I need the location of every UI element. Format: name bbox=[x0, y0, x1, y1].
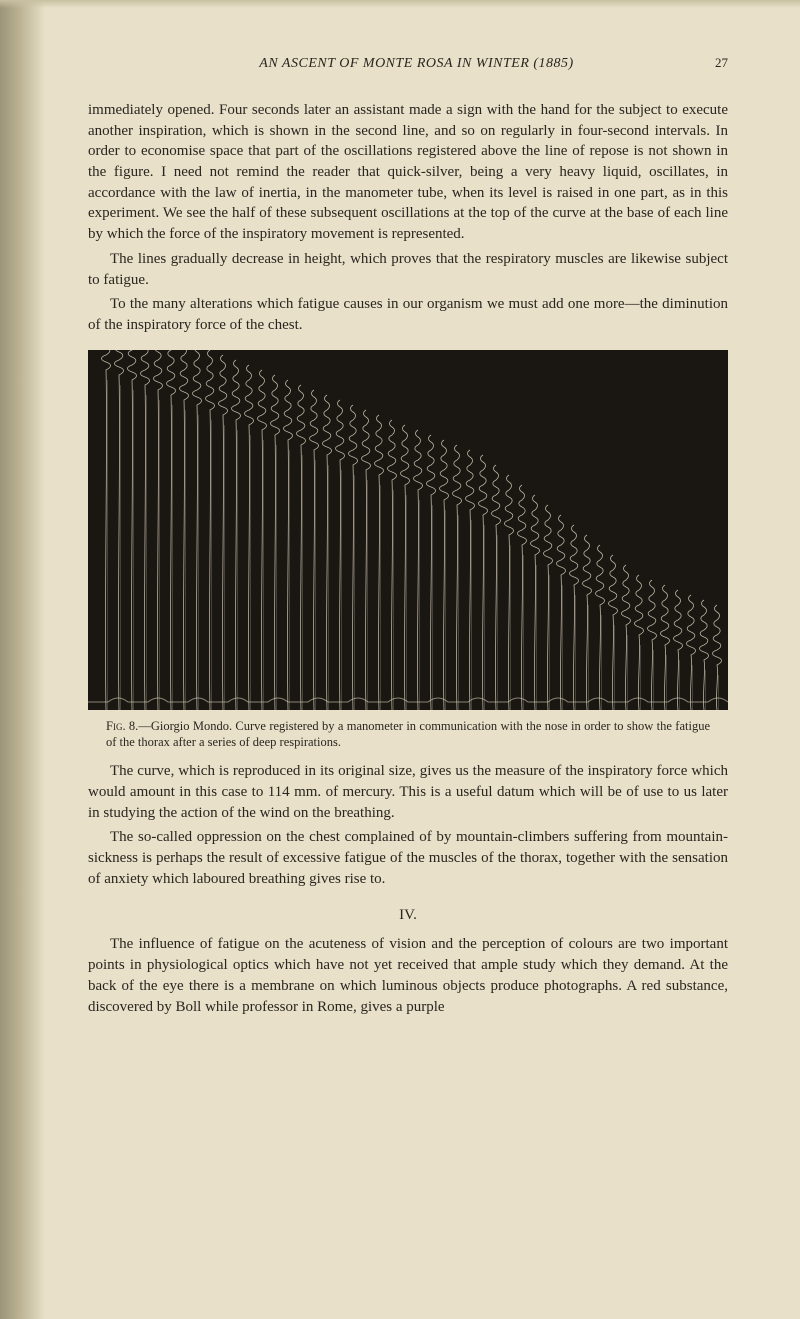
figure-image bbox=[88, 350, 728, 710]
caption-label: Fig. 8. bbox=[106, 719, 138, 733]
paragraph-5: The so-called oppression on the chest co… bbox=[88, 827, 728, 889]
section-number: IV. bbox=[88, 907, 728, 924]
manometer-curves bbox=[88, 350, 728, 710]
figure-8: Fig. 8.—Giorgio Mondo. Curve registered … bbox=[88, 350, 728, 752]
paragraph-6: The influence of fatigue on the acutenes… bbox=[88, 934, 728, 1017]
paragraph-2: The lines gradually decrease in height, … bbox=[88, 249, 728, 290]
page-number: 27 bbox=[715, 55, 728, 71]
paragraph-4: The curve, which is reproduced in its or… bbox=[88, 761, 728, 823]
caption-text: —Giorgio Mondo. Curve registered by a ma… bbox=[106, 719, 710, 750]
header-title: AN ASCENT OF MONTE ROSA IN WINTER (1885) bbox=[88, 56, 715, 72]
figure-caption: Fig. 8.—Giorgio Mondo. Curve registered … bbox=[88, 718, 728, 752]
paragraph-1: immediately opened. Four seconds later a… bbox=[88, 100, 728, 245]
paragraph-3: To the many alterations which fatigue ca… bbox=[88, 294, 728, 335]
page-header: AN ASCENT OF MONTE ROSA IN WINTER (1885)… bbox=[88, 55, 728, 72]
